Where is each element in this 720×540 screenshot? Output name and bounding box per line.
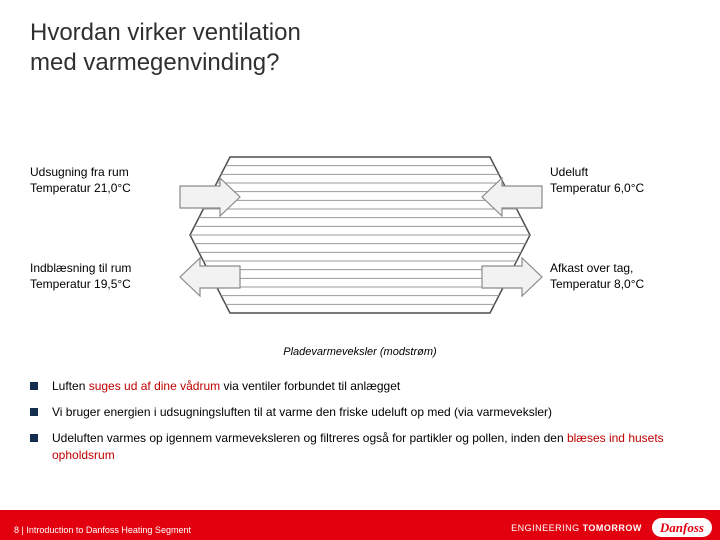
- bullet-marker-icon: [30, 408, 38, 416]
- danfoss-logo: Danfoss: [652, 518, 712, 537]
- label-bottom-right: Afkast over tag, Temperatur 8,0°C: [550, 260, 644, 292]
- label-bottom-left: Indblæsning til rum Temperatur 19,5°C: [30, 260, 131, 292]
- label-top-right: Udeluft Temperatur 6,0°C: [550, 164, 644, 196]
- doc-title: Introduction to Danfoss Heating Segment: [26, 525, 191, 535]
- tagline: ENGINEERING TOMORROW: [511, 523, 642, 533]
- slide-title: Hvordan virker ventilation med varmegenv…: [30, 18, 301, 78]
- bullet-list: Luften suges ud af dine vådrum via venti…: [30, 378, 690, 473]
- diagram-caption: Pladevarmeveksler (modstrøm): [30, 346, 690, 358]
- bullet-marker-icon: [30, 434, 38, 442]
- footer-right: ENGINEERING TOMORROW Danfoss: [511, 518, 712, 537]
- heat-exchanger-diagram: Udsugning fra rum Temperatur 21,0°C Udel…: [30, 140, 690, 360]
- footer-bar: 8 | Introduction to Danfoss Heating Segm…: [0, 510, 720, 540]
- bullet-item: Udeluften varmes op igennem varmeveksler…: [30, 430, 690, 462]
- title-line-1: Hvordan virker ventilation: [30, 19, 301, 46]
- bullet-text: Vi bruger energien i udsugningsluften ti…: [52, 404, 552, 420]
- bullet-text: Luften suges ud af dine vådrum via venti…: [52, 378, 400, 394]
- bullet-item: Luften suges ud af dine vådrum via venti…: [30, 378, 690, 394]
- title-line-2: med varmegenvinding?: [30, 49, 279, 76]
- footer-left: 8 | Introduction to Danfoss Heating Segm…: [0, 525, 191, 540]
- label-top-left: Udsugning fra rum Temperatur 21,0°C: [30, 164, 131, 196]
- bullet-item: Vi bruger energien i udsugningsluften ti…: [30, 404, 690, 420]
- bullet-marker-icon: [30, 382, 38, 390]
- bullet-text: Udeluften varmes op igennem varmeveksler…: [52, 430, 690, 462]
